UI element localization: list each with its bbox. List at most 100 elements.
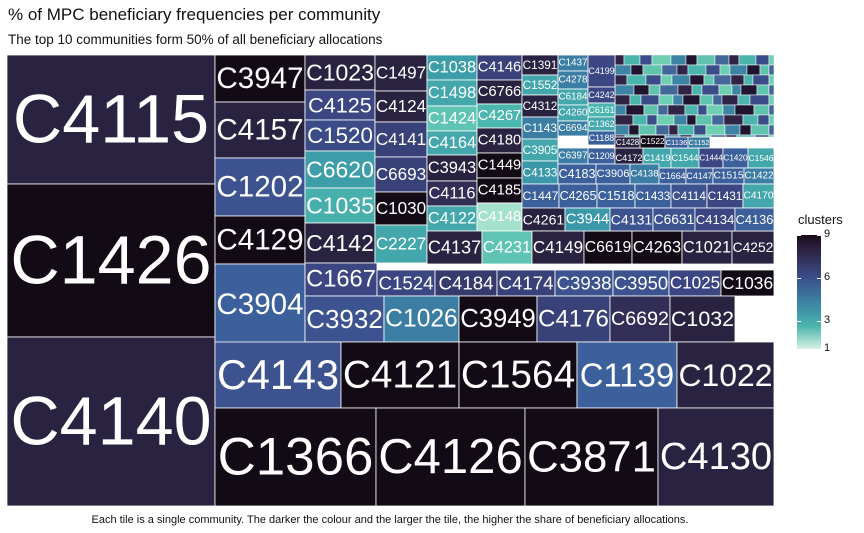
- treemap-tile-label: C1444: [699, 154, 723, 163]
- treemap-small-tile: [640, 94, 660, 106]
- treemap-small-tile: [643, 104, 659, 116]
- treemap-tile-label: C4122: [428, 210, 476, 228]
- treemap-tile-c4126: [375, 407, 526, 507]
- treemap-tile-label: C4134: [696, 212, 735, 227]
- treemap-tile-label: C4174: [498, 273, 553, 294]
- treemap-small-tile: [743, 74, 754, 86]
- treemap-tile-label: C4242: [588, 90, 614, 100]
- treemap-small-tile: [687, 64, 707, 76]
- treemap-tile-label: C4116: [428, 185, 475, 203]
- legend-title: clusters: [798, 212, 843, 227]
- treemap-small-tile: [691, 84, 703, 96]
- treemap-tile-label: C3950: [614, 273, 668, 294]
- treemap-small-tile: [660, 74, 673, 86]
- treemap-tile-label: C3944: [566, 212, 610, 228]
- treemap-small-tile: [614, 84, 635, 96]
- treemap-small-tile: [742, 114, 759, 126]
- treemap-tile-label: C4185: [478, 183, 522, 199]
- treemap-tile-label: C1022: [679, 357, 773, 393]
- treemap-small-tile: [667, 104, 686, 116]
- treemap-tile-label: C4267: [478, 108, 522, 124]
- treemap-small-tile: [749, 94, 770, 106]
- treemap-small-tile: [676, 64, 689, 76]
- treemap-tile-label: C6397: [558, 151, 587, 162]
- treemap-tile-c4142: [304, 222, 376, 264]
- treemap-small-tile: [684, 104, 699, 116]
- treemap-small-tile: [626, 74, 647, 86]
- treemap-tile-label: C1420: [723, 154, 748, 163]
- treemap-tile-c1431: [706, 183, 744, 209]
- treemap-tile-label: C4142: [306, 230, 374, 256]
- treemap-small-tile: [614, 74, 628, 86]
- treemap-tile-label: C1036: [722, 273, 773, 293]
- treemap-tile-c3871: [524, 407, 659, 507]
- treemap-tile-label: C1426: [10, 223, 211, 299]
- treemap-tile-c1022: [676, 341, 775, 409]
- treemap-small-tile: [638, 124, 657, 136]
- treemap-tile-c1023: [304, 54, 376, 91]
- treemap-small-tile: [633, 84, 650, 96]
- treemap-tile-c4143: [214, 341, 342, 409]
- treemap-small-tile: [706, 104, 724, 116]
- treemap-tile-c4148: [476, 202, 523, 232]
- treemap-small-tile: [632, 114, 648, 126]
- legend-colorbar: [797, 235, 821, 349]
- treemap-small-tile: [682, 94, 701, 106]
- treemap-small-tile: [740, 84, 758, 96]
- treemap-tile-c1667: [304, 262, 378, 297]
- treemap-tile-label: C1433: [636, 189, 671, 203]
- treemap-small-tile: [686, 114, 697, 126]
- treemap-tile-label: C1035: [306, 193, 374, 219]
- treemap-small-tile: [738, 54, 757, 66]
- treemap-tile-label: C4126: [378, 430, 522, 484]
- treemap-small-tile: [731, 84, 742, 96]
- treemap-small-tile: [746, 64, 761, 76]
- treemap-tile-c3932: [304, 295, 385, 343]
- treemap-small-tile: [723, 114, 744, 126]
- treemap-tile-label: C1546: [748, 153, 773, 163]
- treemap-small-tile: [721, 94, 739, 106]
- treemap-tile-label: C3871: [527, 433, 656, 482]
- treemap-tile-label: C1188: [589, 133, 615, 143]
- treemap-tile-label: C2227: [376, 235, 426, 254]
- treemap-tile-label: C1524: [378, 273, 433, 294]
- treemap-small-tile: [724, 124, 741, 136]
- treemap-tile-label: C6620: [306, 157, 374, 183]
- treemap-small-tile: [714, 54, 730, 66]
- treemap-tile-c4122: [426, 205, 478, 232]
- treemap-tile-label: C3905: [523, 143, 558, 157]
- treemap-tile-label: C1424: [428, 110, 476, 128]
- treemap-tile-label: C4114: [672, 189, 706, 203]
- treemap-tile-label: C3938: [556, 273, 611, 294]
- treemap-small-tile: [695, 114, 713, 126]
- treemap-tile-label: C4199: [588, 66, 614, 76]
- treemap-tile-label: C3906: [597, 168, 630, 180]
- treemap-tile-label: C4141: [376, 130, 426, 149]
- treemap-tile-label: C3943: [428, 159, 476, 177]
- treemap-small-tile: [750, 124, 770, 136]
- treemap-small-tile: [737, 94, 751, 106]
- treemap-small-tile: [718, 84, 733, 96]
- treemap-small-tile: [739, 124, 752, 136]
- treemap-tile-label: C1202: [216, 171, 303, 204]
- treemap-tile-label: C1391: [523, 58, 558, 72]
- treemap-small-tile: [753, 104, 770, 116]
- treemap-small-tile: [628, 124, 640, 136]
- treemap-tile-c4149: [531, 230, 585, 265]
- treemap-small-tile: [722, 104, 736, 116]
- treemap-tile-c4136: [734, 207, 775, 232]
- treemap-small-tile: [710, 134, 727, 138]
- treemap-small-tile: [623, 54, 641, 66]
- treemap-tile-c4184: [434, 269, 498, 297]
- treemap-tile-label: C4176: [538, 306, 609, 333]
- treemap-tile-label: C6692: [611, 308, 669, 330]
- treemap-tile-c1035: [304, 187, 376, 224]
- treemap-tile-c1564: [458, 341, 578, 409]
- legend-tick-label: 6: [824, 270, 831, 283]
- treemap-small-tile: [719, 64, 731, 76]
- treemap-tile-label: C4137: [428, 238, 481, 258]
- treemap-tile-c6693: [374, 156, 428, 193]
- treemap-tile-c6766: [476, 79, 523, 105]
- treemap-tile-label: C4130: [660, 436, 772, 478]
- treemap-small-tile: [614, 54, 625, 66]
